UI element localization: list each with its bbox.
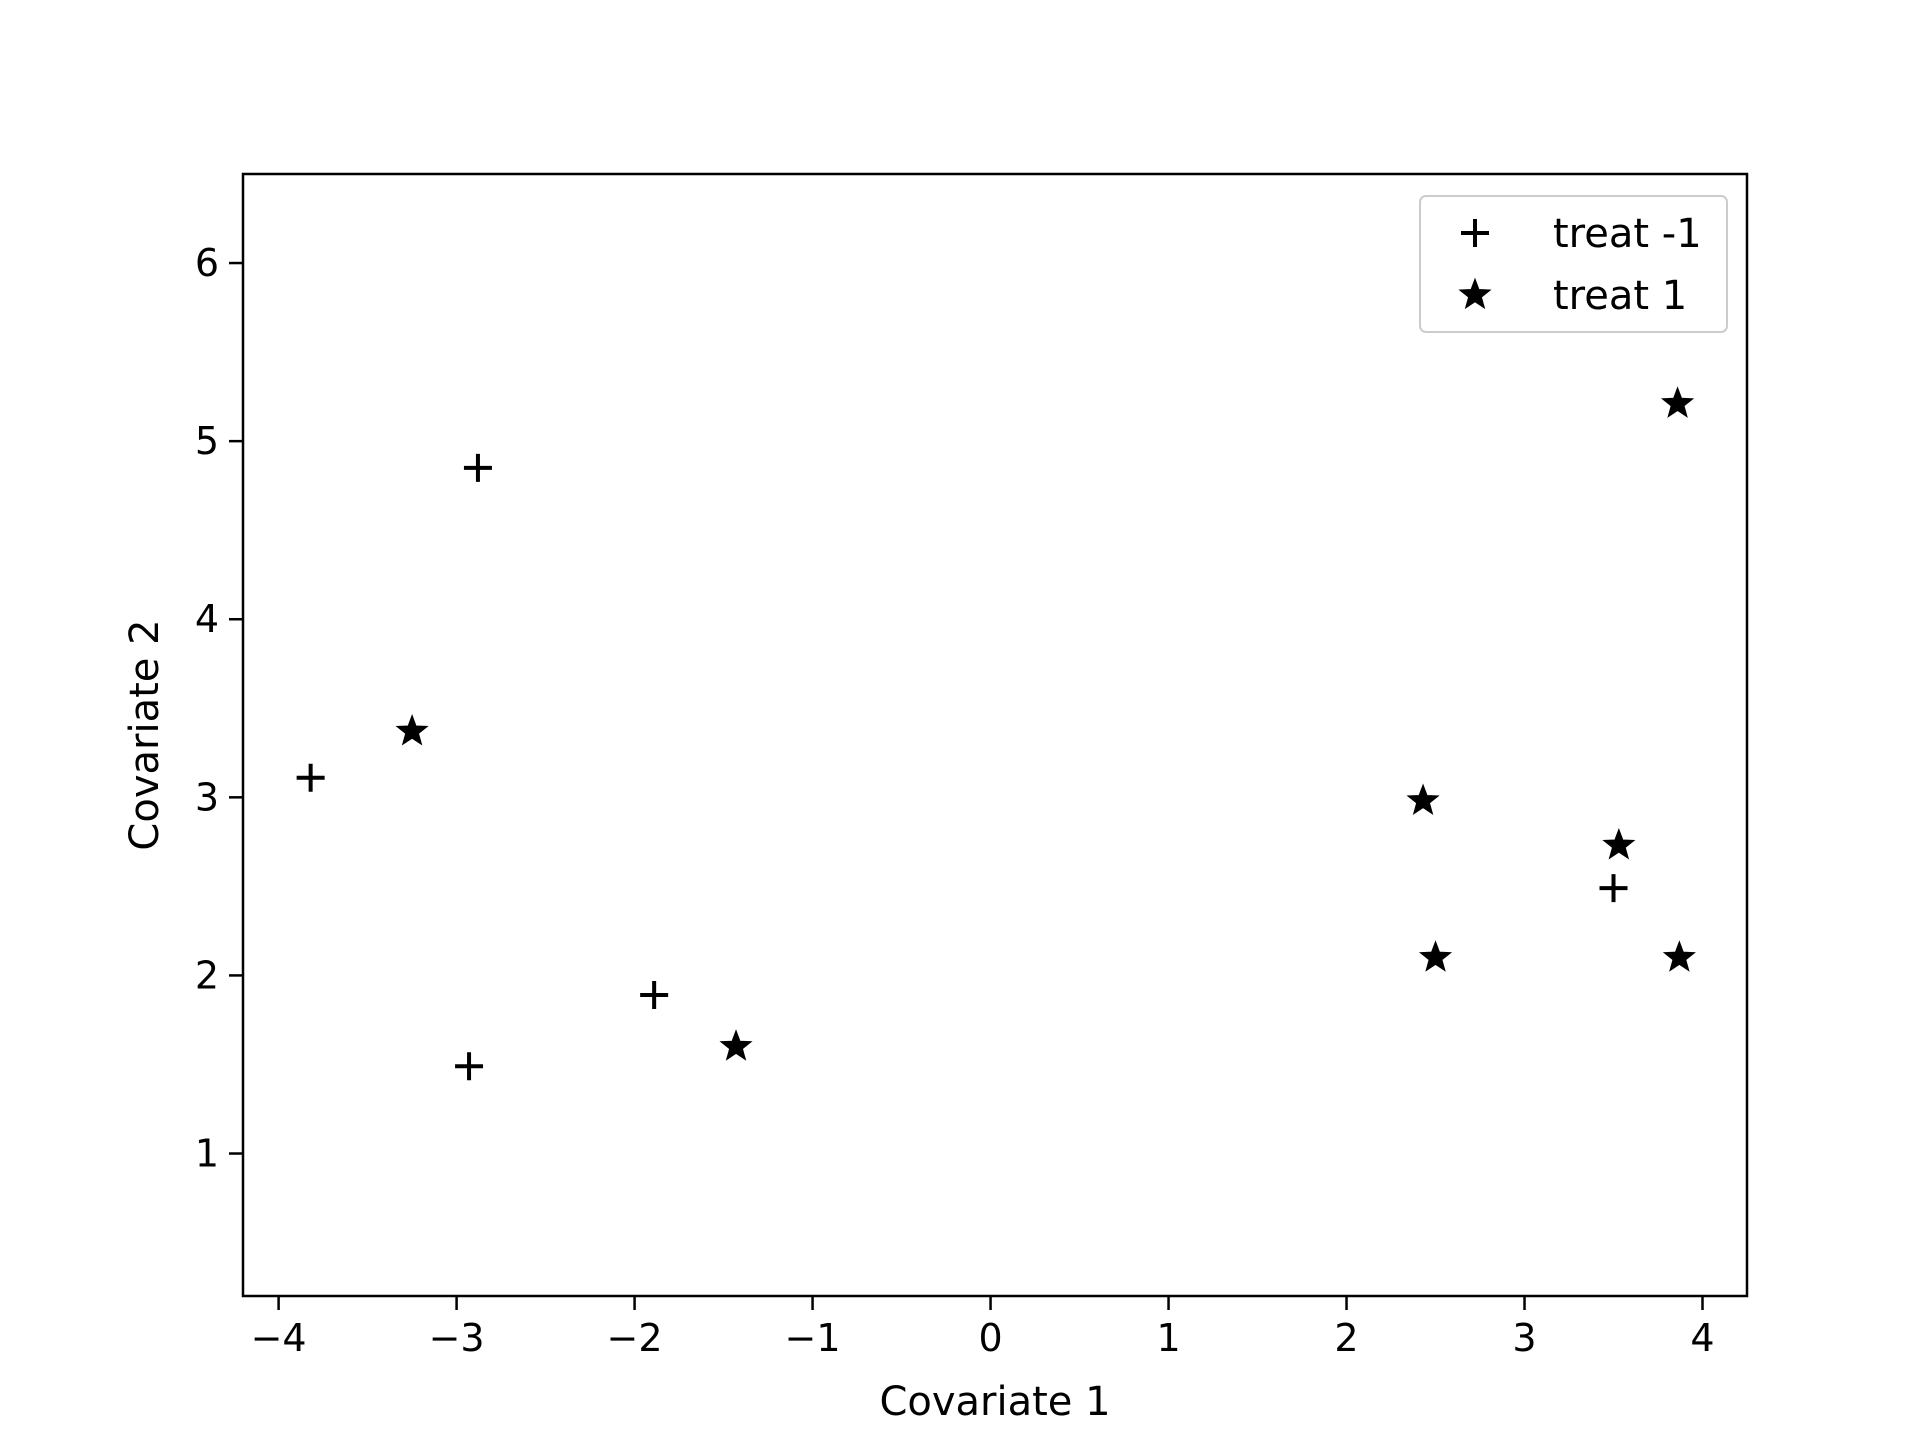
- data-point-treat--1: [463, 453, 492, 482]
- data-point-treat--1: [296, 763, 325, 792]
- legend: treat -1 treat 1: [1419, 195, 1728, 333]
- x-tick-label: −4: [251, 1316, 307, 1360]
- x-axis: −4 −3 −2 −1 0 1 2 3 4: [251, 1296, 1715, 1360]
- x-tick-label: 0: [978, 1316, 1002, 1360]
- y-tick-label: 3: [195, 775, 219, 819]
- x-tick-label: 1: [1156, 1316, 1180, 1360]
- x-tick-label: 3: [1512, 1316, 1536, 1360]
- data-markers: [296, 386, 1696, 1081]
- data-point-treat-1: [1602, 827, 1636, 860]
- data-point-treat-1: [1661, 386, 1695, 418]
- y-axis: 1 2 3 4 5 6: [195, 241, 243, 1176]
- data-point-treat-1: [1662, 940, 1696, 972]
- data-point-treat--1: [1599, 874, 1628, 903]
- y-tick-label: 2: [195, 953, 219, 997]
- legend-marker-plus: [1461, 219, 1489, 247]
- legend-entry-label: treat 1: [1553, 273, 1687, 319]
- x-tick-label: −1: [785, 1316, 841, 1360]
- x-tick-label: 4: [1690, 1316, 1714, 1360]
- x-tick-label: 2: [1334, 1316, 1358, 1360]
- data-point-treat--1: [640, 981, 669, 1010]
- x-axis-label: Covariate 1: [879, 1379, 1110, 1425]
- legend-marker-star: [1458, 277, 1492, 310]
- data-point-treat-1: [1418, 940, 1453, 972]
- y-tick-label: 5: [195, 419, 219, 463]
- y-tick-label: 4: [195, 597, 219, 641]
- legend-entry-label: treat -1: [1553, 211, 1702, 257]
- data-point-treat--1: [455, 1052, 484, 1081]
- data-point-treat-1: [395, 714, 429, 746]
- y-tick-label: 1: [195, 1132, 219, 1176]
- data-point-treat-1: [1406, 783, 1440, 815]
- data-point-treat-1: [719, 1029, 753, 1061]
- plot-area-frame: [241, 172, 1749, 1298]
- x-tick-label: −2: [607, 1316, 663, 1360]
- y-tick-label: 6: [195, 241, 219, 285]
- y-axis-label: Covariate 2: [122, 619, 168, 850]
- x-tick-label: −3: [429, 1316, 485, 1360]
- legend-box: [1419, 195, 1728, 333]
